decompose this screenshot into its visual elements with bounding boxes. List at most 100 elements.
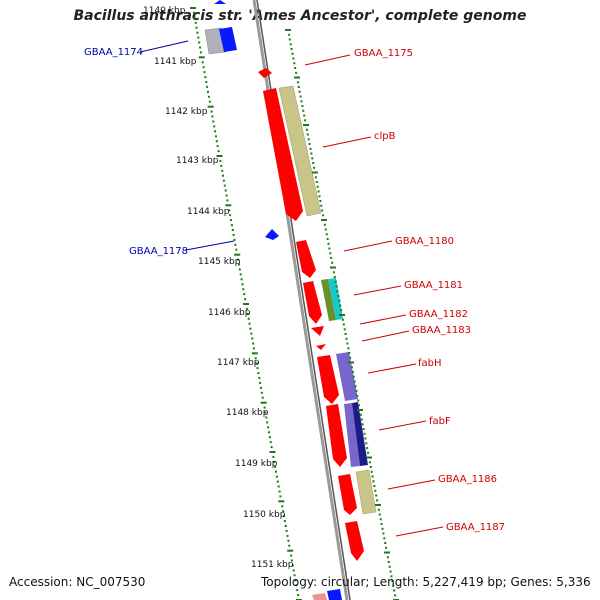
ruler-right-dot bbox=[335, 285, 338, 288]
ruler-left-dot bbox=[297, 594, 300, 597]
leader-gbaa-1175 bbox=[304, 54, 351, 66]
ruler-right-dot bbox=[349, 356, 352, 359]
ruler-right-dot bbox=[293, 62, 296, 65]
ruler-left-dot bbox=[255, 362, 258, 365]
ruler-right-dot bbox=[365, 442, 368, 445]
ruler-left-dot bbox=[264, 411, 267, 414]
ruler-left-dot bbox=[208, 100, 211, 103]
gene-fabh-cds[interactable] bbox=[336, 352, 358, 401]
gene-fabf-cds-navy[interactable] bbox=[352, 402, 368, 466]
gene-fabf[interactable] bbox=[326, 404, 347, 467]
ruler-left-dot bbox=[226, 199, 229, 202]
ruler-right-dot bbox=[363, 432, 366, 435]
ruler-left-dot bbox=[195, 26, 198, 29]
ruler-left-dot bbox=[217, 150, 220, 153]
gene-lower-reverse[interactable] bbox=[327, 589, 342, 600]
label-fabf[interactable]: fabF bbox=[429, 416, 451, 427]
ruler-left-dot bbox=[283, 515, 285, 518]
ruler-left-dot bbox=[196, 31, 199, 34]
ruler-left-dot bbox=[268, 436, 271, 439]
gene-gbaa-1181[interactable] bbox=[303, 281, 322, 324]
ruler-right-dot bbox=[359, 413, 362, 416]
ruler-left-major-tick bbox=[278, 500, 285, 503]
ruler-label-1150: 1150 kbp bbox=[243, 510, 286, 520]
ruler-right-dot bbox=[364, 437, 367, 440]
ruler-label-1142: 1142 kbp bbox=[165, 107, 208, 117]
ruler-left-dot bbox=[293, 574, 296, 577]
ruler-right-dot bbox=[390, 575, 393, 578]
gene-gbaa-1186[interactable] bbox=[338, 474, 357, 515]
gene-clpb[interactable] bbox=[263, 88, 303, 221]
gene-gbaa-1180[interactable] bbox=[296, 240, 316, 278]
ruler-right-dot bbox=[336, 290, 339, 293]
ruler-right-dot bbox=[387, 561, 390, 563]
ruler-right-dot bbox=[323, 223, 326, 226]
ruler-left-dot bbox=[205, 81, 208, 83]
gene-gbaa-1187[interactable] bbox=[345, 521, 364, 561]
ruler-left-dot bbox=[291, 564, 294, 567]
gene-gbaa-1178[interactable] bbox=[265, 229, 279, 240]
ruler-right-dot bbox=[392, 584, 395, 587]
ruler-left-dot bbox=[274, 465, 277, 468]
ruler-right-dot bbox=[342, 323, 345, 326]
reverse-strand-genes bbox=[204, 0, 342, 600]
gene-gbaa-1174-blue[interactable] bbox=[219, 27, 237, 52]
ruler-right-dot bbox=[334, 280, 337, 283]
ruler-label-1148: 1148 kbp bbox=[226, 408, 269, 418]
label-gbaa-1178[interactable]: GBAA_1178 bbox=[129, 246, 188, 257]
ruler-left-dot bbox=[259, 381, 262, 384]
ruler-right-dot bbox=[329, 252, 332, 255]
gene-gbaa-1175[interactable] bbox=[258, 68, 272, 78]
ruler-right-dot bbox=[296, 81, 299, 84]
ruler-left-dot bbox=[193, 16, 196, 19]
forward-strand-genes bbox=[258, 68, 377, 600]
ruler-right-dot bbox=[302, 109, 305, 112]
ruler-right-major-tick bbox=[366, 456, 372, 459]
gene-gbaa-1186-cds[interactable] bbox=[355, 469, 377, 515]
ruler-left-dot bbox=[244, 298, 247, 301]
label-gbaa-1182[interactable]: GBAA_1182 bbox=[409, 309, 468, 320]
label-gbaa-1180[interactable]: GBAA_1180 bbox=[395, 236, 454, 247]
label-gbaa-1174[interactable]: GBAA_1174 bbox=[84, 47, 143, 58]
ruler-right-dot bbox=[337, 295, 340, 297]
ruler-left-dot bbox=[266, 421, 269, 424]
label-gbaa-1175[interactable]: GBAA_1175 bbox=[354, 48, 413, 59]
label-fabh[interactable]: fabH bbox=[418, 358, 442, 369]
label-gbaa-1183[interactable]: GBAA_1183 bbox=[412, 325, 471, 336]
ruler-left-dot bbox=[216, 145, 219, 148]
ruler-left-dot bbox=[286, 534, 289, 537]
ruler-right-dot bbox=[325, 233, 328, 236]
ruler-right-dot bbox=[311, 157, 314, 160]
ruler-left-major-tick bbox=[234, 253, 241, 256]
ruler-right-dot bbox=[376, 499, 379, 502]
ruler-right-dot bbox=[377, 508, 380, 511]
ruler-right-dot bbox=[386, 556, 389, 559]
gene-fabf-cds-purple[interactable] bbox=[344, 403, 360, 467]
ruler-left-dot bbox=[252, 342, 255, 345]
ruler-left-dot bbox=[290, 554, 293, 557]
label-gbaa-1186[interactable]: GBAA_1186 bbox=[438, 474, 497, 485]
ruler-left-dot bbox=[203, 71, 206, 74]
gene-gbaa-1183[interactable] bbox=[316, 344, 326, 350]
genome-summary-text: Topology: circular; Length: 5,227,419 bp… bbox=[261, 575, 591, 589]
ruler-right-dot bbox=[351, 371, 354, 373]
gene-gbaa-1181-cds-green[interactable] bbox=[321, 279, 336, 321]
gene-gbaa-1174-arrowhead[interactable] bbox=[214, 0, 226, 4]
ruler-right-dot bbox=[300, 100, 303, 103]
ruler-left-dot bbox=[231, 229, 234, 231]
ruler-right-dot bbox=[347, 347, 350, 350]
gene-gbaa-1182[interactable] bbox=[311, 326, 324, 336]
ruler-left-dot bbox=[237, 258, 240, 261]
ruler-right-dot bbox=[372, 480, 375, 483]
label-gbaa-1187[interactable]: GBAA_1187 bbox=[446, 522, 505, 533]
gene-lower-forward[interactable] bbox=[312, 593, 327, 600]
label-gbaa-1181[interactable]: GBAA_1181 bbox=[404, 280, 463, 291]
ruler-left-major-tick bbox=[207, 105, 214, 108]
gene-clpb-cds[interactable] bbox=[278, 85, 322, 217]
label-clpb[interactable]: clpB bbox=[374, 131, 396, 142]
leader-lines bbox=[139, 40, 444, 537]
gene-gbaa-1181-cds-cyan[interactable] bbox=[328, 278, 343, 320]
ruler-right-dot bbox=[343, 328, 346, 331]
ruler-right-dot bbox=[393, 589, 396, 592]
gene-fabh[interactable] bbox=[317, 355, 339, 404]
